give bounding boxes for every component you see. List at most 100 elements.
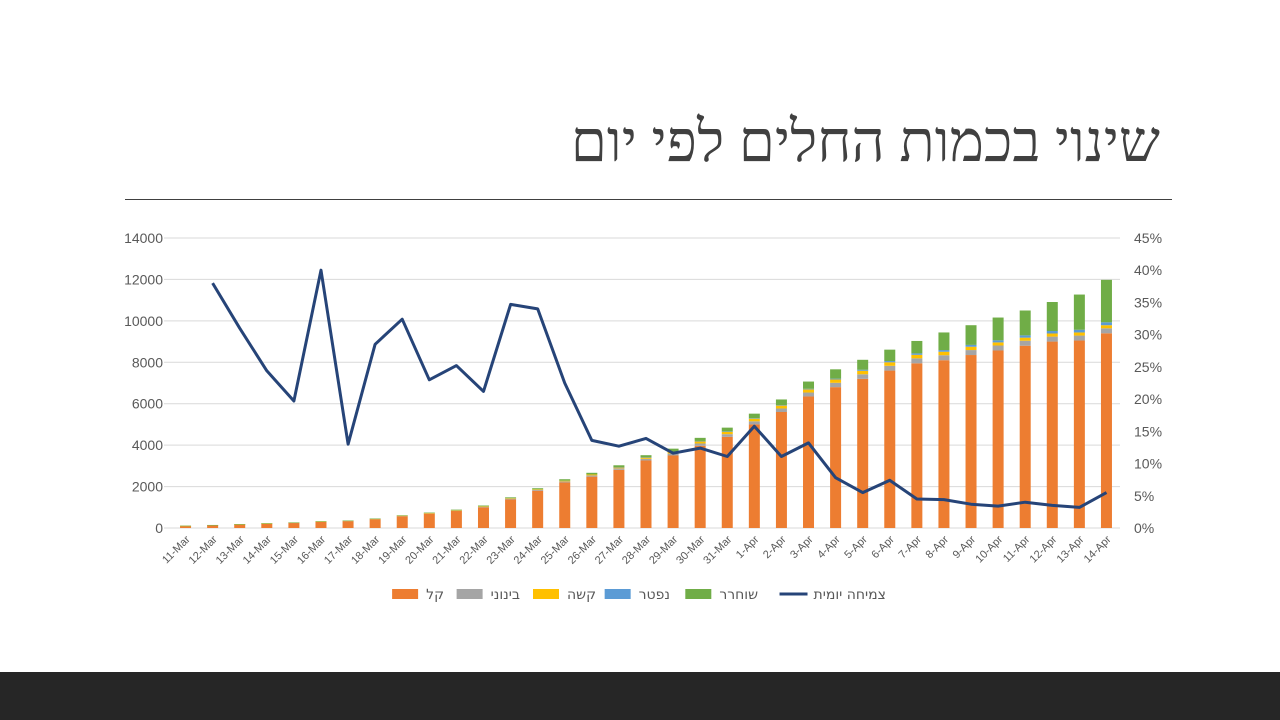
x-tick-label: 10-Apr [973,533,1005,565]
x-tick-label: 24-Mar [512,533,545,566]
growth-line [211,268,1108,509]
legend-label: בינוני [491,587,520,603]
legend-swatch [533,589,559,599]
x-tick-label: 12-Mar [187,533,220,566]
y-tick-label: 6000 [132,396,163,412]
bar-medium [938,355,950,361]
bar-severe [884,362,896,366]
legend-item-growth: צמיחה יומית [779,587,886,603]
y2-tick-label: 30% [1134,327,1162,343]
x-tick-label: 14-Apr [1082,533,1114,565]
legend-item-light: קל [392,587,444,603]
bar-severe [721,431,733,435]
bar-light [667,455,679,528]
x-tick-label: 6-Apr [869,533,897,561]
bar-deceased [992,340,1004,343]
bar-light [477,507,489,528]
bar-recovered [505,497,517,499]
bar-medium [748,421,760,425]
legend-swatch [685,589,712,599]
bar-light [748,424,760,528]
bar-recovered [207,524,219,526]
bar-medium [532,489,544,491]
bar-recovered [180,525,192,527]
y-tick-label: 0 [155,520,163,536]
y-tick-label: 8000 [132,354,163,370]
y-tick-label: 2000 [132,479,163,495]
bar-medium [911,358,923,364]
bar-recovered [694,437,706,441]
bar-light [532,490,544,528]
bar-severe [505,498,517,499]
bar-medium [586,475,598,477]
bar-recovered [748,413,760,419]
bar-light [234,524,246,528]
bar-series [180,279,1112,528]
y2-tick-label: 15% [1134,423,1162,439]
bar-recovered [1019,310,1031,336]
bar-recovered [342,520,354,522]
bar-recovered [803,381,815,389]
bar-light [938,360,950,528]
y2-tick-label: 35% [1134,294,1162,310]
x-tick-label: 30-Mar [674,533,707,566]
bar-medium [884,365,896,371]
bar-recovered [965,325,977,345]
legend-label: צמיחה יומית [814,587,886,603]
bar-light [613,469,625,528]
bar-recovered [315,521,327,522]
x-tick-label: 11-Mar [160,533,193,566]
legend-swatch [604,589,631,599]
y-axis-right: 0% 5% 10% 15% 20% 25% 30% 35% 40% 45% [1134,230,1162,536]
x-tick-label: 5-Apr [842,533,870,561]
x-tick-label: 17-Mar [322,533,355,566]
legend-label: נפטר [639,587,670,603]
bar-light [911,363,923,528]
bar-light [450,511,462,528]
x-tick-label: 13-Apr [1055,533,1087,565]
x-tick-label: 29-Mar [647,533,680,566]
bar-light [505,499,517,528]
slide-title: שינוי בכמות החלים לפי יום [570,109,1160,174]
bar-light [1100,333,1112,528]
bar-light [342,521,354,528]
bar-recovered [234,524,246,525]
bar-severe [1046,333,1058,337]
x-tick-label: 7-Apr [896,533,924,561]
bar-medium [694,443,706,446]
bar-recovered [830,369,842,379]
x-tick-label: 2-Apr [761,533,789,561]
x-tick-label: 20-Mar [403,533,436,566]
bar-severe [803,389,815,393]
bar-severe [830,379,842,383]
bar-severe [450,510,462,511]
bar-medium [1100,328,1112,334]
x-tick-label: 23-Mar [485,533,518,566]
legend-item-severe: קשה [533,587,596,603]
x-tick-label: 4-Apr [815,533,843,561]
bar-light [396,516,408,528]
legend-label: שוחרר [719,587,758,603]
bar-medium [559,481,571,483]
legend-label: קל [426,587,444,603]
bar-severe [694,441,706,444]
x-tick-label: 21-Mar [430,533,463,566]
x-tick-label: 16-Mar [295,533,328,566]
bar-medium [1073,335,1085,341]
bar-light [559,482,571,528]
x-tick-label: 11-Apr [1001,533,1032,564]
legend-item-recovered: שוחרר [685,587,758,603]
bar-deceased [1046,331,1058,334]
bar-severe [992,342,1004,346]
bar-recovered [532,488,544,490]
bar-recovered [721,427,733,432]
x-tick-label: 12-Apr [1028,533,1060,565]
bar-recovered [288,522,300,523]
bar-medium [1046,336,1058,342]
bar-medium [1019,340,1031,346]
bar-light [830,387,842,528]
bar-deceased [721,431,733,432]
bar-severe [396,515,408,517]
bar-light [207,525,219,528]
bar-deceased [857,369,869,371]
